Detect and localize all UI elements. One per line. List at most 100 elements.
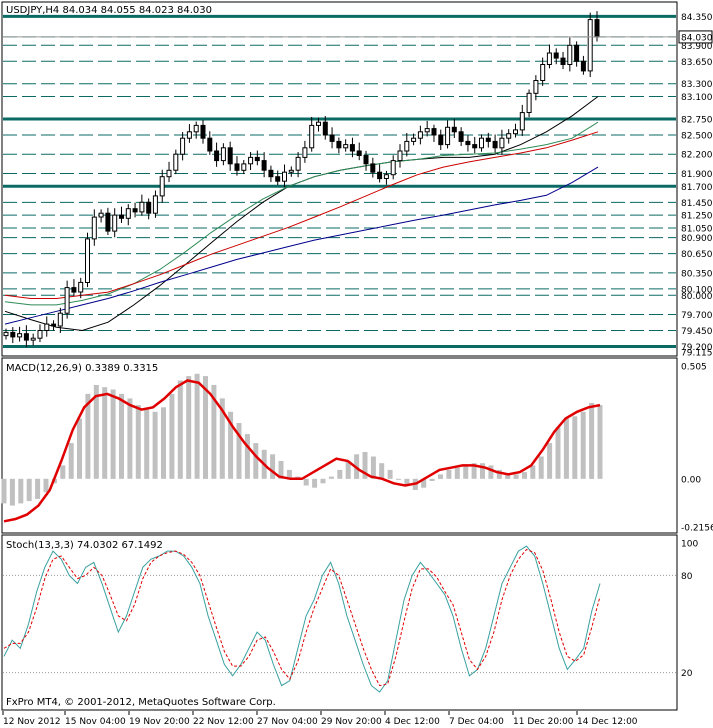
candle-body xyxy=(186,131,192,139)
candle-body xyxy=(397,150,403,162)
macd-histogram-bar xyxy=(278,461,284,479)
macd-histogram-bar xyxy=(286,469,292,479)
candle-body xyxy=(37,330,43,339)
candle-body xyxy=(3,331,9,337)
macd-histogram-bar xyxy=(244,434,250,479)
candle-body xyxy=(363,155,369,165)
macd-histogram-bar xyxy=(228,411,234,479)
moving-average-line-3 xyxy=(4,131,599,299)
candle-body xyxy=(472,144,478,149)
macd-histogram-bar xyxy=(177,380,183,479)
candle-body xyxy=(316,121,321,126)
candle-body xyxy=(295,156,301,171)
candle-body xyxy=(112,214,118,232)
macd-histogram-bar xyxy=(102,387,108,479)
x-axis-label: 7 Dec 04:00 xyxy=(449,717,504,727)
stoch-signal-line xyxy=(3,548,601,687)
stoch-axis-label: 80 xyxy=(681,572,693,582)
candle-body xyxy=(513,129,518,135)
macd-panel-title: MACD(12,26,9) 0.3389 0.3315 xyxy=(6,363,158,374)
candle-body xyxy=(383,174,389,179)
macd-histogram-bar xyxy=(488,465,494,479)
price-axis-label: 82.200 xyxy=(681,151,713,161)
price-axis-label: 83.300 xyxy=(681,80,713,90)
x-axis-label: 29 Nov 20:00 xyxy=(321,717,382,727)
candle-body xyxy=(390,160,396,176)
candle-body xyxy=(309,124,315,149)
macd-histogram-bar xyxy=(127,398,133,479)
candle-body xyxy=(248,156,254,165)
price-axis-label: 83.100 xyxy=(681,93,713,103)
macd-histogram-bar xyxy=(530,465,536,479)
stoch-panel-frame xyxy=(1,534,678,711)
macd-histogram-bar xyxy=(438,474,443,479)
candle-body xyxy=(85,238,90,283)
moving-average-line-2 xyxy=(4,121,599,306)
moving-average-line-4 xyxy=(4,166,599,325)
macd-histogram-bar xyxy=(203,376,208,479)
macd-histogram-bar xyxy=(186,376,192,479)
macd-histogram-bar xyxy=(328,476,334,479)
macd-histogram-bar xyxy=(119,393,124,479)
candle-body xyxy=(51,323,57,327)
candle-body xyxy=(193,124,199,133)
macd-histogram-bar xyxy=(538,456,544,479)
candle-body xyxy=(451,126,457,133)
macd-histogram-bar xyxy=(35,478,41,499)
macd-histogram-bar xyxy=(161,407,166,479)
price-panel-title: USDJPY,H4 84.034 84.055 84.023 84.030 xyxy=(6,5,212,16)
candle-body xyxy=(431,128,437,136)
macd-histogram-bar xyxy=(454,467,460,479)
candle-body xyxy=(241,163,247,171)
candle-body xyxy=(302,147,308,158)
macd-histogram-bar xyxy=(362,452,368,479)
macd-histogram-bar xyxy=(9,478,15,506)
macd-histogram-bar xyxy=(404,478,410,486)
macd-histogram-bar xyxy=(211,385,217,479)
x-axis-label: 4 Dec 12:00 xyxy=(385,717,440,727)
stoch-axis-label: 100 xyxy=(681,540,698,550)
x-axis-label: 19 Nov 20:00 xyxy=(129,717,190,727)
price-axis-label: 80.000 xyxy=(681,292,713,302)
macd-histogram-bar xyxy=(43,478,49,493)
macd-histogram-bar xyxy=(1,478,7,504)
macd-histogram-bar xyxy=(77,418,82,479)
candle-body xyxy=(146,201,152,214)
candle-body xyxy=(424,128,430,133)
candle-body xyxy=(132,208,138,213)
price-axis-label: 81.900 xyxy=(681,170,713,180)
macd-signal-line xyxy=(3,379,601,523)
x-axis-label: 11 Dec 20:00 xyxy=(513,717,574,727)
macd-histogram-bar xyxy=(85,393,91,479)
macd-histogram-bar xyxy=(303,478,309,486)
stoch-axis-label: 20 xyxy=(681,669,693,679)
macd-histogram-bar xyxy=(320,478,326,484)
candle-body xyxy=(234,163,240,171)
candle-body xyxy=(220,147,226,162)
candle-body xyxy=(98,212,104,218)
price-panel-frame xyxy=(1,1,678,357)
candle-body xyxy=(526,92,532,114)
candle-body xyxy=(417,131,423,139)
macd-histogram-bar xyxy=(522,472,527,479)
macd-histogram-bar xyxy=(337,469,343,479)
candle-body xyxy=(336,140,342,149)
macd-histogram-bar xyxy=(572,416,578,479)
current-price-box xyxy=(678,30,713,44)
macd-histogram-bar xyxy=(555,427,561,479)
candle-body xyxy=(499,137,505,149)
x-axis-label: 27 Nov 04:00 xyxy=(257,717,318,727)
candle-body xyxy=(200,124,206,139)
macd-histogram-bar xyxy=(387,469,393,479)
macd-histogram-bar xyxy=(421,478,427,488)
candle-body xyxy=(560,57,566,65)
stochastic-panel: 100 80 20 xyxy=(3,540,698,693)
candle-body xyxy=(119,214,124,219)
macd-histogram-bar xyxy=(396,478,401,480)
macd-histogram-bar xyxy=(194,373,200,479)
price-axis-label: 84.030 xyxy=(681,33,713,43)
candle-body xyxy=(180,137,186,155)
macd-panel: 0.505 0.00 -0.2156 xyxy=(1,363,713,534)
candle-body xyxy=(214,150,220,162)
